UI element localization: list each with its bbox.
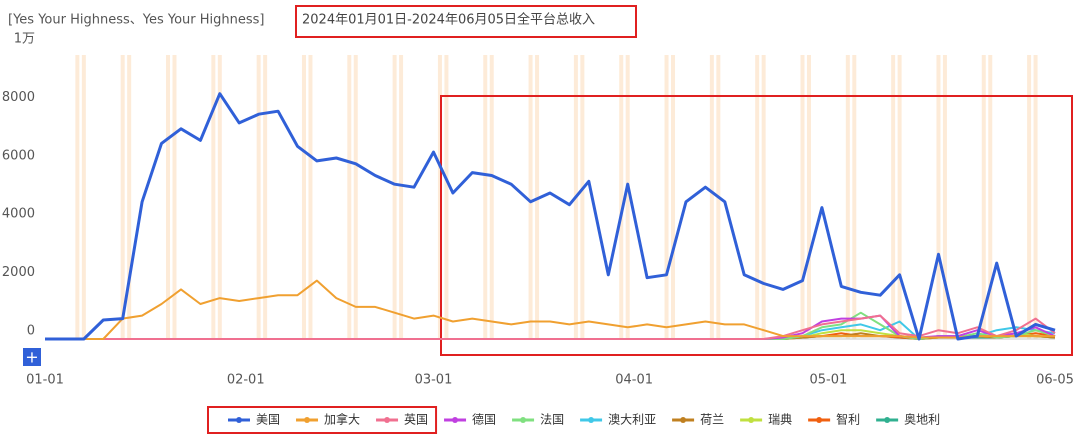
weekend-band bbox=[755, 55, 760, 339]
legend-marker bbox=[520, 417, 527, 423]
legend-marker bbox=[304, 417, 311, 423]
weekend-band bbox=[845, 55, 850, 339]
legend-marker bbox=[884, 417, 891, 423]
legend-item[interactable]: 加拿大 bbox=[296, 412, 360, 427]
weekend-band bbox=[580, 55, 585, 339]
weekend-band bbox=[988, 55, 993, 339]
weekend-band bbox=[444, 55, 449, 339]
legend-item[interactable]: 智利 bbox=[808, 412, 860, 427]
weekend-band bbox=[664, 55, 669, 339]
weekend-band bbox=[852, 55, 857, 339]
highlight-box bbox=[295, 5, 637, 38]
y-tick-label: 0 bbox=[27, 324, 35, 339]
weekend-band bbox=[263, 55, 268, 339]
weekend-band bbox=[81, 55, 86, 339]
legend-marker bbox=[588, 417, 595, 423]
weekend-band bbox=[619, 55, 624, 339]
legend-item[interactable]: 法国 bbox=[512, 413, 564, 427]
legend-label: 智利 bbox=[836, 412, 860, 427]
legend-item[interactable]: 瑞典 bbox=[740, 413, 792, 427]
weekend-band bbox=[942, 55, 947, 339]
weekend-band bbox=[489, 55, 494, 339]
weekend-band bbox=[347, 55, 352, 339]
legend-label: 奥地利 bbox=[904, 413, 940, 427]
highlight-box bbox=[440, 95, 1073, 356]
weekend-band bbox=[891, 55, 896, 339]
legend-item[interactable]: 荷兰 bbox=[672, 413, 724, 427]
series-line bbox=[45, 92, 1056, 341]
legend-item[interactable]: 美国 bbox=[228, 413, 280, 427]
weekend-band bbox=[936, 55, 941, 339]
weekend-band bbox=[120, 55, 125, 339]
weekend-band bbox=[806, 55, 811, 339]
series-line bbox=[45, 314, 1056, 340]
y-tick-label: 1万 bbox=[14, 32, 35, 47]
legend-marker bbox=[680, 417, 687, 423]
legend-label: 澳大利亚 bbox=[608, 413, 656, 427]
weekend-band bbox=[211, 55, 216, 339]
weekend-band bbox=[399, 55, 404, 339]
highlight-box bbox=[207, 406, 438, 434]
legend-marker bbox=[236, 417, 242, 423]
weekend-band bbox=[256, 55, 261, 339]
x-tick-label: 06-05 bbox=[1036, 373, 1074, 388]
weekend-band bbox=[981, 55, 986, 339]
x-tick-label: 03-01 bbox=[415, 373, 453, 388]
weekend-band bbox=[437, 55, 442, 339]
y-tick-label: 6000 bbox=[2, 148, 35, 163]
chart-subtitle: 2024年01月01日-2024年06月05日全平台总收入 bbox=[302, 12, 595, 28]
weekend-band bbox=[392, 55, 397, 339]
y-tick-label: 2000 bbox=[2, 265, 35, 280]
legend-marker bbox=[452, 417, 459, 423]
legend-label: 荷兰 bbox=[700, 413, 724, 427]
legend-label: 英国 bbox=[404, 413, 428, 427]
weekend-band bbox=[75, 55, 80, 339]
legend-item[interactable]: 奥地利 bbox=[876, 413, 940, 427]
y-tick-label: 8000 bbox=[2, 90, 35, 105]
weekend-band bbox=[671, 55, 676, 339]
legend-label: 加拿大 bbox=[324, 412, 360, 427]
weekend-band bbox=[800, 55, 805, 339]
x-tick-label: 05-01 bbox=[810, 373, 848, 388]
weekend-band bbox=[172, 55, 177, 339]
x-tick-label: 02-01 bbox=[227, 373, 265, 388]
weekend-band bbox=[761, 55, 766, 339]
y-tick-label: 4000 bbox=[2, 207, 35, 222]
weekend-bands bbox=[75, 55, 1038, 339]
legend-item[interactable]: 德国 bbox=[444, 412, 496, 427]
series-line bbox=[45, 279, 1055, 340]
legend-marker bbox=[748, 417, 755, 423]
weekend-band bbox=[897, 55, 902, 339]
legend-label: 法国 bbox=[540, 413, 564, 427]
legend-label: 德国 bbox=[472, 412, 496, 427]
zoom-icon[interactable]: + bbox=[25, 348, 38, 367]
weekend-band bbox=[301, 55, 306, 339]
weekend-band bbox=[166, 55, 171, 339]
legend-label: 瑞典 bbox=[768, 413, 792, 427]
weekend-band bbox=[483, 55, 488, 339]
weekend-band bbox=[1033, 55, 1038, 339]
legend-item[interactable]: 英国 bbox=[376, 413, 428, 427]
weekend-band bbox=[709, 55, 714, 339]
zoom-button[interactable] bbox=[23, 348, 41, 366]
legend-marker bbox=[384, 417, 391, 423]
legend-item[interactable]: 澳大利亚 bbox=[580, 413, 656, 427]
weekend-band bbox=[535, 55, 540, 339]
x-tick-label: 01-01 bbox=[26, 373, 64, 388]
chart-title: [Yes Your Highness、Yes Your Highness] bbox=[8, 13, 264, 28]
weekend-band bbox=[625, 55, 630, 339]
weekend-band bbox=[127, 55, 132, 339]
weekend-band bbox=[528, 55, 533, 339]
legend-label: 美国 bbox=[256, 413, 280, 427]
weekend-band bbox=[1027, 55, 1032, 339]
weekend-band bbox=[353, 55, 358, 339]
legend-marker bbox=[816, 417, 823, 423]
x-tick-label: 04-01 bbox=[615, 373, 653, 388]
weekend-band bbox=[308, 55, 313, 339]
weekend-band bbox=[217, 55, 222, 339]
